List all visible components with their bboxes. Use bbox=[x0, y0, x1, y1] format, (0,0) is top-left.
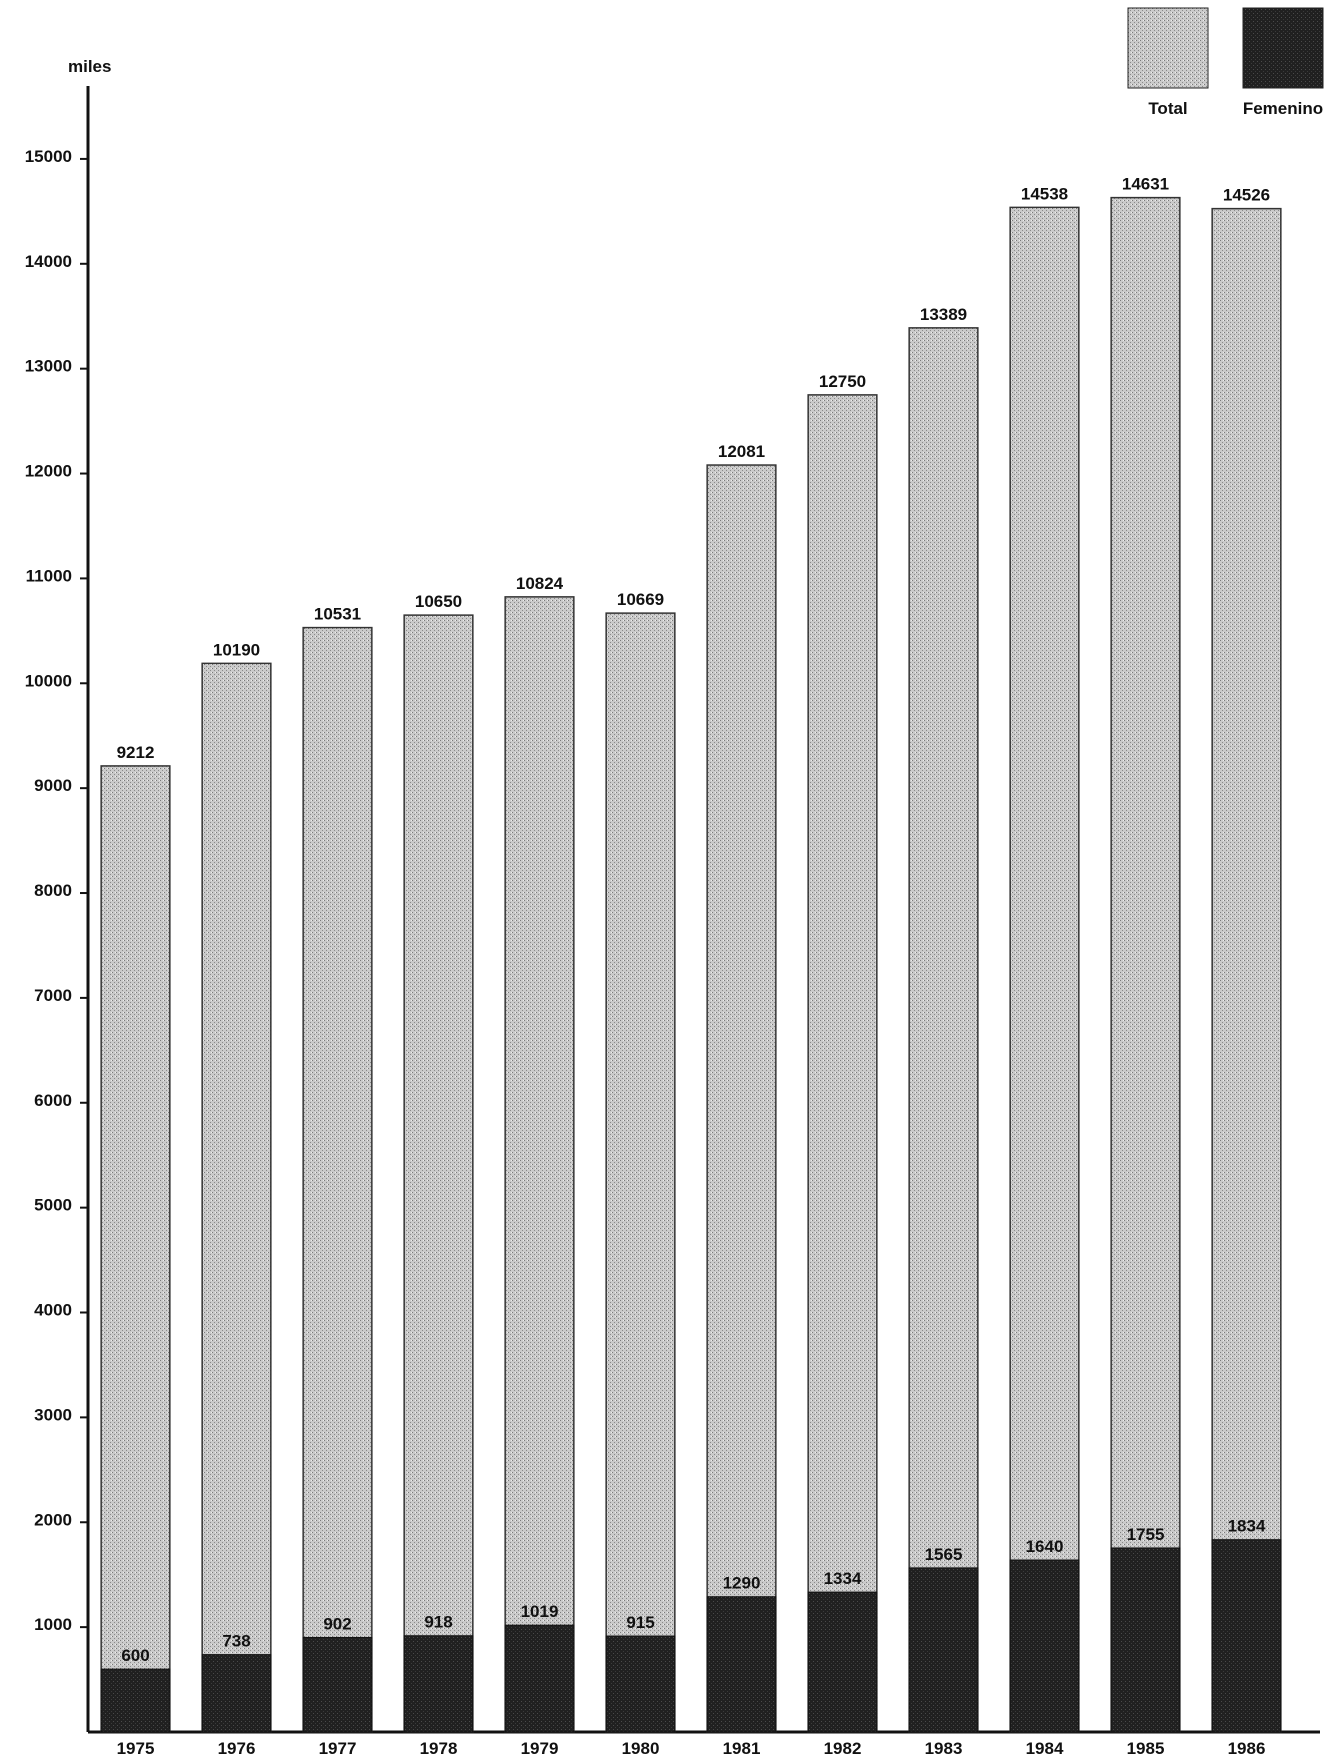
y-axis-unit-label: miles bbox=[68, 57, 111, 76]
y-tick-label: 3000 bbox=[34, 1405, 72, 1424]
y-tick-label: 5000 bbox=[34, 1196, 72, 1215]
data-label-total-1975: 9212 bbox=[117, 743, 155, 762]
bar-total-1975 bbox=[100, 765, 171, 1733]
x-tick-label-1980: 1980 bbox=[622, 1739, 660, 1758]
data-label-total-1976: 10190 bbox=[213, 640, 260, 659]
y-tick-label: 13000 bbox=[25, 357, 72, 376]
y-tick-label: 11000 bbox=[26, 566, 72, 585]
data-label-femenino-1985: 1755 bbox=[1127, 1525, 1165, 1544]
data-label-total-1979: 10824 bbox=[516, 574, 564, 593]
bar-femenino-1980 bbox=[605, 1635, 676, 1733]
x-tick-label-1985: 1985 bbox=[1127, 1739, 1165, 1758]
x-tick-label-1978: 1978 bbox=[420, 1739, 458, 1758]
bar-femenino-1982 bbox=[807, 1591, 878, 1733]
x-tick-label-1984: 1984 bbox=[1026, 1739, 1064, 1758]
x-tick-label-1979: 1979 bbox=[521, 1739, 559, 1758]
y-tick-label: 15000 bbox=[25, 147, 72, 166]
bar-femenino-1986 bbox=[1211, 1539, 1282, 1733]
x-tick-label-1976: 1976 bbox=[218, 1739, 256, 1758]
bar-femenino-1981 bbox=[706, 1596, 777, 1733]
y-tick-label: 7000 bbox=[34, 986, 72, 1005]
y-tick-label: 2000 bbox=[34, 1510, 72, 1529]
bar-femenino-1984 bbox=[1009, 1559, 1080, 1733]
legend: Total Femenino bbox=[1127, 7, 1324, 118]
bar-total-1983 bbox=[908, 327, 979, 1733]
y-tick-label: 14000 bbox=[25, 252, 72, 271]
y-tick-label: 8000 bbox=[34, 881, 72, 900]
bar-total-1978 bbox=[403, 614, 474, 1733]
y-tick-label: 6000 bbox=[34, 1091, 72, 1110]
y-tick-label: 12000 bbox=[25, 462, 72, 481]
data-label-total-1983: 13389 bbox=[920, 305, 967, 324]
y-tick-label: 9000 bbox=[34, 776, 72, 795]
data-label-femenino-1984: 1640 bbox=[1026, 1537, 1064, 1556]
bar-total-1986 bbox=[1211, 207, 1282, 1733]
data-label-total-1986: 14526 bbox=[1223, 186, 1270, 205]
x-tick-label-1986: 1986 bbox=[1228, 1739, 1266, 1758]
bar-total-1979 bbox=[504, 596, 575, 1733]
x-tick-label-1982: 1982 bbox=[824, 1739, 862, 1758]
bar-total-1985 bbox=[1110, 196, 1181, 1733]
bar-femenino-1979 bbox=[504, 1624, 575, 1733]
data-label-total-1984: 14538 bbox=[1021, 184, 1068, 203]
data-label-total-1982: 12750 bbox=[819, 372, 866, 391]
data-label-femenino-1979: 1019 bbox=[521, 1602, 559, 1621]
x-tick-label-1981: 1981 bbox=[723, 1739, 761, 1758]
bar-total-1976 bbox=[201, 662, 272, 1733]
data-label-femenino-1983: 1565 bbox=[925, 1545, 963, 1564]
data-label-femenino-1981: 1290 bbox=[723, 1574, 761, 1593]
bar-femenino-1985 bbox=[1110, 1547, 1181, 1733]
bar-femenino-1977 bbox=[302, 1636, 373, 1733]
bar-total-1981 bbox=[706, 464, 777, 1733]
data-label-total-1981: 12081 bbox=[718, 442, 765, 461]
data-label-femenino-1980: 915 bbox=[626, 1613, 654, 1632]
data-label-total-1977: 10531 bbox=[314, 605, 361, 624]
y-tick-label: 4000 bbox=[34, 1301, 72, 1320]
data-labels: 9212 600 1975 10190 738 1976 10531 902 1977 10650… bbox=[117, 175, 1271, 1758]
bar-total-1980 bbox=[605, 612, 676, 1733]
legend-swatch-femenino bbox=[1242, 7, 1324, 89]
legend-label-total: Total bbox=[1148, 99, 1187, 118]
data-label-femenino-1977: 902 bbox=[323, 1614, 351, 1633]
data-label-femenino-1976: 738 bbox=[222, 1632, 250, 1651]
data-label-total-1985: 14631 bbox=[1122, 175, 1169, 194]
data-label-femenino-1982: 1334 bbox=[824, 1569, 862, 1588]
x-tick-label-1983: 1983 bbox=[925, 1739, 963, 1758]
bar-total-1982 bbox=[807, 394, 878, 1733]
data-label-total-1978: 10650 bbox=[415, 592, 462, 611]
x-tick-label-1977: 1977 bbox=[319, 1739, 357, 1758]
bar-femenino-1983 bbox=[908, 1567, 979, 1733]
bar-femenino-1976 bbox=[201, 1654, 272, 1733]
legend-label-femenino: Femenino bbox=[1243, 99, 1323, 118]
bars bbox=[100, 196, 1282, 1733]
axes: 1000 2000 3000 4000 5000 6000 7000 8000 9000 1000… bbox=[25, 57, 1320, 1734]
y-tick-label: 1000 bbox=[34, 1615, 72, 1634]
bar-total-1977 bbox=[302, 626, 373, 1733]
x-tick-label-1975: 1975 bbox=[117, 1739, 155, 1758]
data-label-total-1980: 10669 bbox=[617, 590, 664, 609]
data-label-femenino-1986: 1834 bbox=[1228, 1517, 1266, 1536]
legend-swatch-total bbox=[1127, 7, 1209, 89]
bar-total-1984 bbox=[1009, 206, 1080, 1733]
bar-femenino-1975 bbox=[100, 1668, 171, 1733]
bar-femenino-1978 bbox=[403, 1635, 474, 1733]
data-label-femenino-1975: 600 bbox=[121, 1646, 149, 1665]
data-label-femenino-1978: 918 bbox=[424, 1613, 452, 1632]
y-tick-label: 10000 bbox=[25, 671, 72, 690]
